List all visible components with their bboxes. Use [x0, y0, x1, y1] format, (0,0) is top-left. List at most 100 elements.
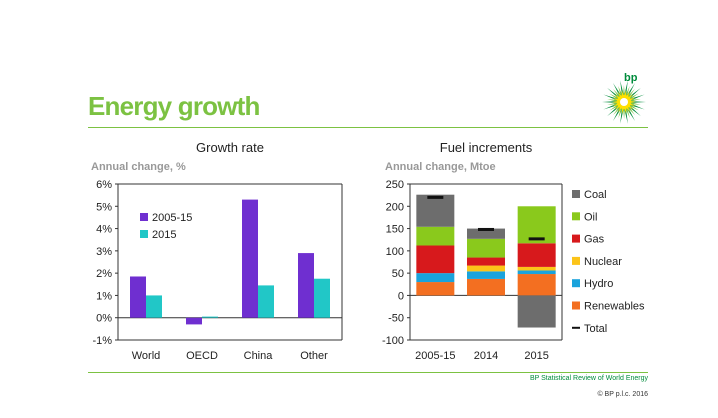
bar-segment-oil — [517, 206, 556, 244]
bar-segment-nuclear — [517, 266, 556, 271]
chart-title: Growth rate — [196, 140, 264, 155]
logo-ray — [603, 103, 619, 110]
logo-ray — [624, 107, 627, 114]
logo-ray — [629, 101, 646, 103]
bar-segment-gas — [416, 245, 455, 274]
legend-label: Renewables — [584, 301, 645, 313]
logo-ray — [620, 80, 624, 97]
bar-segment-gas — [467, 257, 505, 266]
y-tick-label: -50 — [388, 313, 404, 325]
logo-ray — [629, 103, 636, 107]
logo-ray — [627, 105, 635, 115]
bar-2015 — [202, 316, 218, 318]
logo-ray — [613, 82, 622, 98]
legend-swatch — [572, 256, 580, 265]
legend-label: Oil — [584, 211, 597, 223]
logo-ray — [629, 103, 645, 110]
logo-ray — [602, 101, 619, 103]
logo-ray — [629, 94, 645, 101]
bar-segment-hydro — [467, 271, 505, 279]
bar-segment-coal — [517, 295, 556, 328]
logo-ray — [624, 107, 628, 124]
copyright-note: © BP p.l.c. 2016 — [597, 391, 648, 398]
y-tick-label: -100 — [382, 335, 404, 347]
legend-label: Total — [584, 323, 607, 335]
logo-ray — [621, 90, 624, 97]
bar-segment-gas — [517, 243, 556, 267]
logo-ray — [613, 105, 621, 116]
logo-ray — [628, 104, 639, 111]
bar-segment-hydro — [517, 270, 556, 275]
y-tick-label: 1% — [96, 290, 112, 302]
logo-ray — [603, 94, 619, 101]
logo-ray — [629, 100, 636, 103]
legend-swatch — [572, 212, 580, 221]
bp-logo-text: bp — [624, 72, 638, 84]
legend-label: 2015 — [152, 229, 176, 241]
bar-2015 — [146, 295, 162, 318]
bar-segment-renewables — [467, 278, 505, 296]
bar-segment-oil — [467, 238, 505, 258]
bar-2005-15 — [298, 253, 314, 318]
y-tick-label: -1% — [92, 335, 112, 347]
logo-ray — [626, 106, 635, 122]
x-tick-label: OECD — [186, 350, 218, 362]
logo-ray — [624, 80, 628, 97]
y-tick-label: 50 — [392, 268, 404, 280]
logo-ray — [628, 93, 639, 100]
y-tick-label: 250 — [386, 179, 404, 191]
logo-ray — [623, 85, 625, 97]
logo-ray — [620, 107, 624, 124]
chart-subtitle: Annual change, % — [91, 161, 186, 173]
legend-swatch — [572, 279, 580, 288]
legend-swatch — [572, 301, 580, 310]
y-tick-label: 3% — [96, 246, 112, 258]
y-tick-label: 200 — [386, 201, 404, 213]
logo-ray — [622, 107, 624, 114]
logo-ray — [625, 85, 630, 97]
bar-segment-renewables — [517, 274, 556, 296]
y-tick-label: 100 — [386, 246, 404, 258]
chart-title: Fuel increments — [440, 140, 533, 155]
legend-swatch — [572, 190, 580, 198]
legend-label: 2005-15 — [152, 212, 192, 224]
bar-2005-15 — [186, 317, 202, 325]
y-tick-label: 0% — [96, 313, 112, 325]
logo-ray — [627, 88, 635, 99]
bar-2005-15 — [130, 276, 146, 318]
bar-segment-coal — [467, 228, 505, 239]
y-tick-label: 2% — [96, 268, 112, 280]
source-note: BP Statistical Review of World Energy — [529, 375, 648, 382]
logo-ray — [618, 86, 623, 97]
legend-swatch — [140, 213, 148, 221]
y-tick-label: 150 — [386, 224, 404, 236]
logo-ray — [609, 93, 620, 100]
logo-ray — [625, 107, 630, 118]
bar-segment-nuclear — [467, 265, 505, 272]
x-tick-label: 2005-15 — [415, 350, 455, 362]
bp-helios-logo — [598, 70, 650, 128]
logo-ray — [623, 107, 625, 119]
legend-swatch — [572, 234, 580, 243]
bar-segment-hydro — [416, 273, 455, 283]
legend-label: Hydro — [584, 278, 613, 290]
logo-ray — [612, 101, 619, 104]
legend-label: Coal — [584, 189, 607, 201]
x-tick-label: 2014 — [474, 350, 498, 362]
y-tick-label: 0 — [398, 290, 404, 302]
x-tick-label: 2015 — [524, 350, 548, 362]
bar-2015 — [258, 285, 274, 318]
legend-label: Gas — [584, 234, 605, 246]
bar-segment-renewables — [416, 282, 455, 296]
x-tick-label: Other — [300, 350, 328, 362]
header-divider — [88, 127, 648, 128]
legend-swatch — [140, 230, 148, 238]
footer-divider — [88, 372, 648, 373]
logo-ray — [618, 107, 623, 119]
logo-ray — [607, 102, 619, 106]
bar-segment-coal — [416, 194, 455, 227]
y-tick-label: 4% — [96, 224, 112, 236]
y-tick-label: 6% — [96, 179, 112, 191]
